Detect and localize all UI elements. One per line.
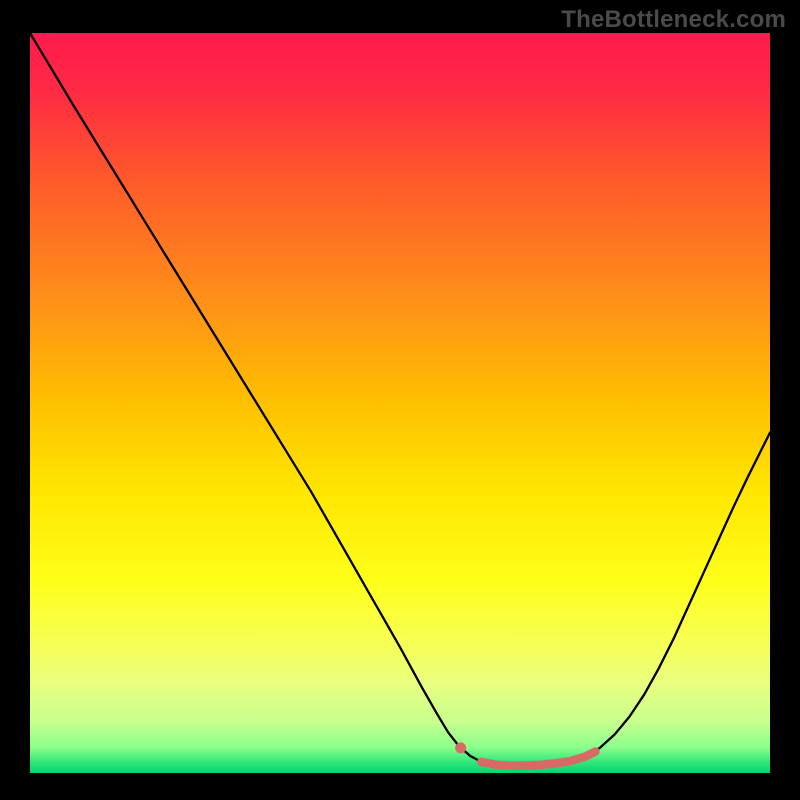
bottleneck-curve: [30, 33, 770, 766]
watermark-text: TheBottleneck.com: [561, 6, 786, 34]
chart-canvas: TheBottleneck.com: [0, 0, 800, 800]
optimal-point-dot: [455, 742, 466, 753]
plot-frame: [30, 33, 770, 773]
plot-svg: [30, 33, 770, 773]
optimal-range-highlight: [481, 752, 595, 766]
